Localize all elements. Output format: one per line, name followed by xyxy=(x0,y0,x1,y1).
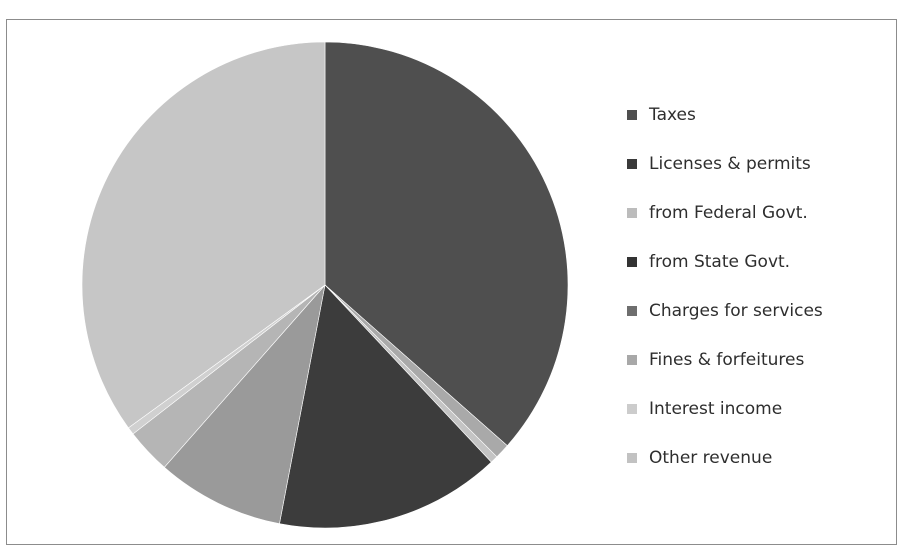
pie-slice-other-revenue xyxy=(81,41,326,429)
legend-item-licenses-permits: Licenses & permits xyxy=(627,139,902,188)
legend-label-federal-govt: from Federal Govt. xyxy=(649,202,808,223)
legend-item-interest-income: Interest income xyxy=(627,384,902,433)
pie-slice-taxes xyxy=(324,41,569,447)
legend-label-state-govt: from State Govt. xyxy=(649,251,791,272)
legend-label-taxes: Taxes xyxy=(649,104,696,125)
chart-frame: Taxes Licenses & permits from Federal Go… xyxy=(6,19,897,545)
legend-swatch-fines-forfeitures xyxy=(627,354,637,365)
legend-swatch-licenses-permits xyxy=(627,158,637,169)
pie-chart xyxy=(81,41,569,529)
legend-item-other-revenue: Other revenue xyxy=(627,433,902,482)
cropped-title-strip xyxy=(0,0,903,20)
legend-label-charges-services: Charges for services xyxy=(649,300,823,321)
legend-item-fines-forfeitures: Fines & forfeitures xyxy=(627,335,902,384)
legend-swatch-charges-services xyxy=(627,305,637,316)
legend-label-other-revenue: Other revenue xyxy=(649,447,773,468)
legend-label-fines-forfeitures: Fines & forfeitures xyxy=(649,349,805,370)
legend-swatch-federal-govt xyxy=(627,207,637,218)
legend-item-charges-services: Charges for services xyxy=(627,286,902,335)
legend-label-licenses-permits: Licenses & permits xyxy=(649,153,811,174)
legend-swatch-taxes xyxy=(627,109,637,120)
legend-swatch-interest-income xyxy=(627,403,637,414)
legend-label-interest-income: Interest income xyxy=(649,398,783,419)
legend-item-federal-govt: from Federal Govt. xyxy=(627,188,902,237)
pie-slice-charges-for-services xyxy=(163,283,326,525)
legend-item-taxes: Taxes xyxy=(627,90,902,139)
legend-item-state-govt: from State Govt. xyxy=(627,237,902,286)
legend: Taxes Licenses & permits from Federal Go… xyxy=(627,90,902,482)
legend-swatch-other-revenue xyxy=(627,452,637,463)
pie-slice-from-state-govt xyxy=(279,284,492,529)
legend-swatch-state-govt xyxy=(627,256,637,267)
